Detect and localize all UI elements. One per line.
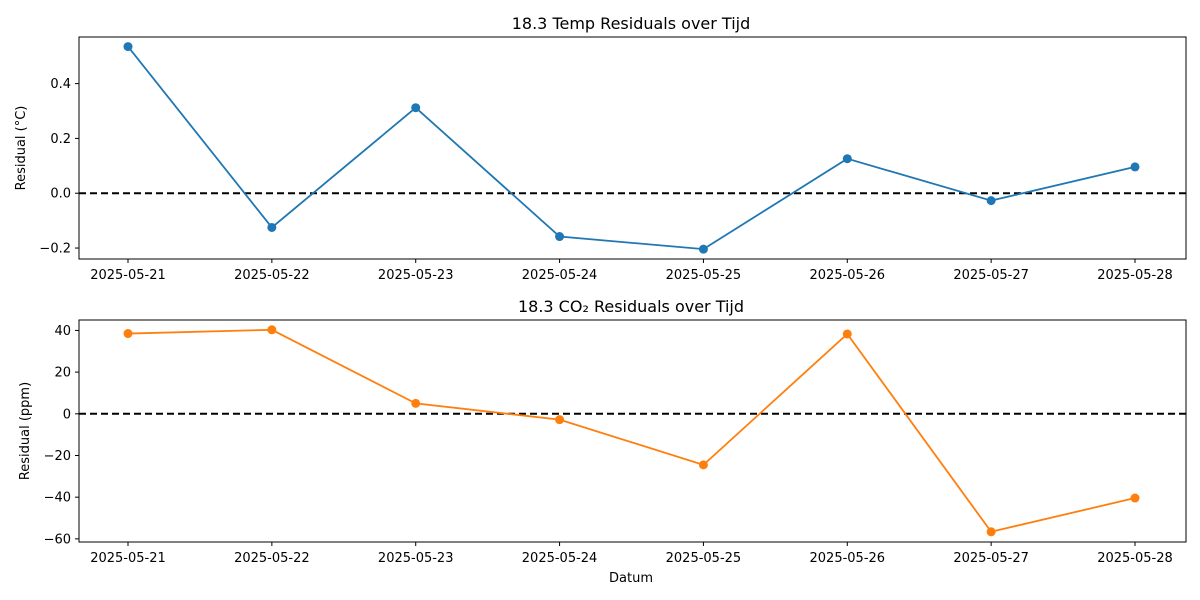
- temp-x-tick-label: 2025-05-21: [90, 268, 166, 283]
- co2-x-tick-label: 2025-05-22: [234, 551, 310, 566]
- co2-x-tick-label: 2025-05-27: [953, 551, 1029, 566]
- temp-y-tick-label: 0.0: [50, 187, 71, 202]
- co2-series-line: [127, 328, 1136, 533]
- co2-data-point: [555, 415, 565, 425]
- co2-x-tick-label: 2025-05-21: [90, 551, 166, 566]
- co2-x-tick-label: 2025-05-24: [522, 551, 598, 566]
- temp-data-point: [123, 42, 133, 52]
- temp-data-point: [267, 222, 277, 232]
- co2-y-tick-label: −20: [44, 449, 71, 464]
- temp-x-tick-label: 2025-05-28: [1097, 268, 1173, 283]
- co2-y-tick-label: 40: [54, 324, 71, 339]
- co2-data-point: [123, 329, 133, 339]
- temp-residuals-panel: 18.3 Temp Residuals over Tijd −0.2 0.0 0.2…: [14, 14, 1187, 283]
- temp-axes-frame: [78, 36, 1187, 260]
- temp-data-point: [1130, 162, 1140, 172]
- co2-residuals-panel: 18.3 CO₂ Residuals over Tijd −60 −40 −20 0 2…: [18, 297, 1187, 586]
- co2-y-tick-label: 0: [63, 407, 71, 422]
- temp-data-point: [842, 154, 852, 164]
- co2-data-point: [986, 527, 996, 537]
- co2-data-point: [842, 329, 852, 339]
- temp-x-tick-label: 2025-05-22: [234, 268, 310, 283]
- temp-data-point: [986, 196, 996, 206]
- co2-y-tick-label: −60: [44, 532, 71, 547]
- co2-chart-title: 18.3 CO₂ Residuals over Tijd: [518, 297, 744, 316]
- co2-x-tick-label: 2025-05-23: [378, 551, 454, 566]
- temp-series-line: [127, 46, 1136, 251]
- co2-data-point: [411, 398, 421, 408]
- co2-data-point: [1130, 493, 1140, 503]
- co2-y-tick-label: −40: [44, 491, 71, 506]
- temp-data-point: [555, 232, 565, 242]
- temp-y-tick-label: 0.4: [50, 77, 71, 92]
- temp-y-tick-label: −0.2: [39, 242, 71, 257]
- temp-data-point: [698, 244, 708, 254]
- co2-x-tick-label: 2025-05-25: [666, 551, 742, 566]
- co2-data-point: [698, 460, 708, 470]
- temp-y-axis-label: Residual (°C): [14, 106, 29, 191]
- temp-x-tick-label: 2025-05-23: [378, 268, 454, 283]
- temp-plot-area: −0.2 0.0 0.2 0.4 2025-05-21 2025-05-22 2025-05…: [39, 42, 1186, 283]
- temp-x-tick-label: 2025-05-25: [666, 268, 742, 283]
- co2-axes-frame: [78, 319, 1187, 543]
- co2-y-tick-label: 20: [54, 366, 71, 381]
- temp-x-tick-label: 2025-05-26: [810, 268, 886, 283]
- co2-x-axis-label: Datum: [609, 571, 653, 586]
- co2-plot-area: −60 −40 −20 0 20 40 2025-05-21 2025-05-22 2025-0…: [44, 324, 1186, 566]
- co2-y-axis-label: Residual (ppm): [18, 382, 33, 480]
- co2-x-tick-label: 2025-05-26: [810, 551, 886, 566]
- temp-data-point: [411, 103, 421, 113]
- co2-data-point: [267, 325, 277, 335]
- temp-y-tick-label: 0.2: [50, 132, 71, 147]
- temp-x-tick-label: 2025-05-24: [522, 268, 598, 283]
- co2-x-tick-label: 2025-05-28: [1097, 551, 1173, 566]
- temp-chart-title: 18.3 Temp Residuals over Tijd: [512, 14, 751, 33]
- temp-x-tick-label: 2025-05-27: [953, 268, 1029, 283]
